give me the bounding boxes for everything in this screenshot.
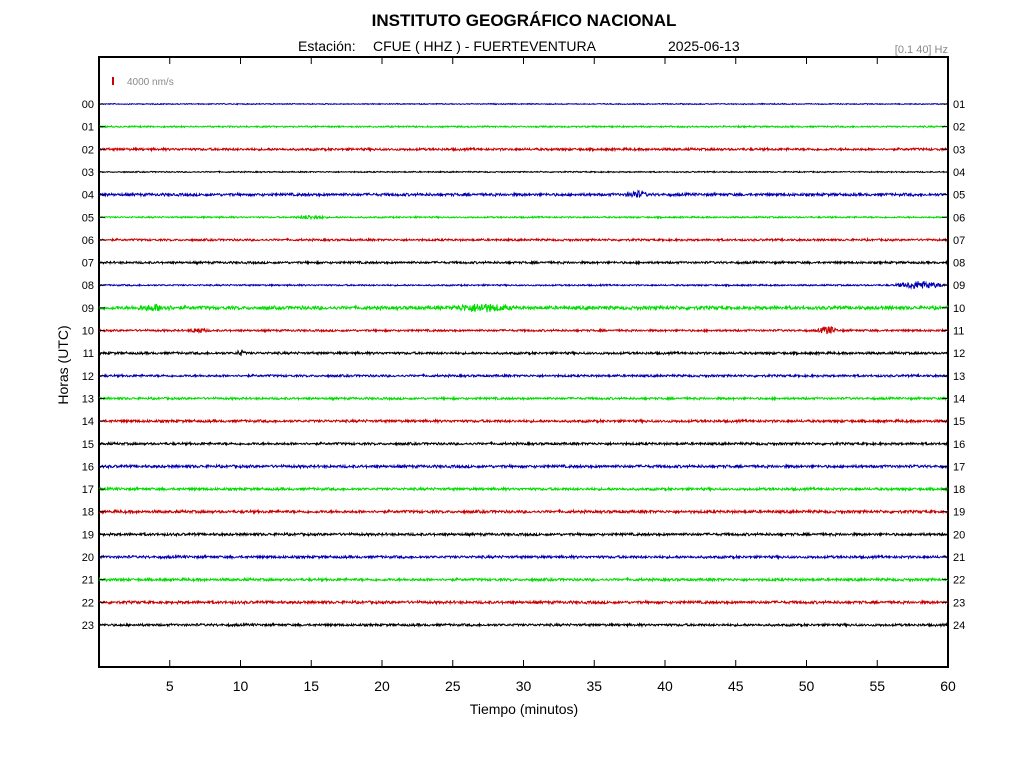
right-tick-label: 22 — [953, 575, 965, 587]
filter-band: [0.1 40] Hz — [895, 44, 948, 56]
left-tick-label: 22 — [82, 597, 94, 609]
x-tick-label: 20 — [374, 678, 390, 694]
trace-hour-07 — [98, 259, 949, 266]
left-tick-label: 12 — [82, 371, 94, 383]
right-tick-label: 03 — [953, 144, 965, 156]
left-tick-label: 02 — [82, 144, 94, 156]
trace-hour-08 — [98, 280, 949, 290]
left-tick-label: 05 — [82, 212, 94, 224]
left-tick-label: 14 — [82, 416, 94, 428]
trace-hour-21 — [98, 576, 949, 583]
trace-hour-20 — [98, 553, 949, 561]
left-tick-label: 16 — [82, 461, 94, 473]
trace-hour-02 — [98, 146, 949, 153]
left-tick-label: 01 — [82, 122, 94, 134]
x-tick-label: 5 — [166, 678, 174, 694]
amplitude-scale-bar — [112, 77, 114, 85]
right-tick-label: 05 — [953, 190, 965, 202]
left-tick-label: 10 — [82, 326, 94, 338]
right-tick-label: 24 — [953, 620, 965, 632]
trace-hour-12 — [98, 372, 949, 379]
left-tick-label: 09 — [82, 303, 94, 315]
left-tick-label: 00 — [82, 99, 94, 111]
right-tick-label: 17 — [953, 461, 965, 473]
x-tick-label: 55 — [869, 678, 885, 694]
trace-hour-09 — [98, 303, 949, 313]
right-tick-label: 11 — [953, 326, 964, 338]
right-tick-label: 16 — [953, 439, 965, 451]
left-tick-label: 20 — [82, 552, 94, 564]
trace-hour-10 — [98, 325, 949, 335]
seismic-traces — [98, 102, 949, 629]
left-tick-label: 08 — [82, 280, 94, 292]
right-tick-label: 01 — [953, 99, 965, 111]
right-tick-label: 07 — [953, 235, 965, 247]
chart-title: INSTITUTO GEOGRÁFICO NACIONAL — [372, 11, 677, 30]
x-axis-label: Tiempo (minutos) — [470, 701, 578, 717]
x-tick-label: 15 — [303, 678, 319, 694]
trace-hour-14 — [98, 417, 949, 425]
x-tick-label: 45 — [728, 678, 744, 694]
trace-hour-03 — [98, 170, 949, 174]
right-tick-label: 08 — [953, 258, 965, 270]
right-tick-label: 10 — [953, 303, 965, 315]
right-tick-label: 13 — [953, 371, 965, 383]
left-tick-label: 06 — [82, 235, 94, 247]
x-tick-label: 30 — [516, 678, 532, 694]
right-tick-label: 12 — [953, 348, 965, 360]
x-tick-label: 40 — [657, 678, 673, 694]
left-tick-label: 13 — [82, 393, 94, 405]
right-tick-label: 18 — [953, 484, 965, 496]
left-tick-label: 15 — [82, 439, 94, 451]
station-name: CFUE ( HHZ ) - FUERTEVENTURA — [373, 38, 597, 54]
trace-hour-19 — [98, 531, 949, 538]
left-tick-label: 19 — [82, 529, 94, 541]
right-tick-label: 04 — [953, 167, 965, 179]
right-tick-label: 09 — [953, 280, 965, 292]
left-tick-label: 04 — [82, 190, 94, 202]
left-tick-label: 21 — [82, 575, 94, 587]
right-tick-label: 21 — [953, 552, 965, 564]
trace-hour-01 — [98, 124, 949, 129]
plot-frame — [98, 56, 949, 668]
station-label: Estación: — [298, 38, 356, 54]
right-tick-label: 23 — [953, 597, 965, 609]
left-tick-label: 23 — [82, 620, 94, 632]
right-hour-ticks: 01 02 03 04 05 06 07 08 09 10 11 12 13 14 15 16 17 18 19 20… — [942, 99, 965, 632]
right-tick-label: 20 — [953, 529, 965, 541]
amplitude-scale-label: 4000 nm/s — [127, 77, 174, 88]
trace-hour-22 — [98, 598, 949, 606]
left-tick-label: 17 — [82, 484, 94, 496]
trace-hour-05 — [98, 214, 949, 220]
left-tick-label: 07 — [82, 258, 94, 270]
x-tick-label: 60 — [940, 678, 956, 694]
left-hour-ticks: 00 01 02 03 04 05 06 07 08 09 10 11 12 13 14 15 16 17 18 19… — [82, 99, 105, 632]
trace-hour-04 — [98, 189, 949, 199]
x-tick-label: 50 — [799, 678, 815, 694]
left-tick-label: 18 — [82, 507, 94, 519]
y-axis-label: Horas (UTC) — [55, 325, 71, 404]
trace-hour-23 — [98, 621, 949, 629]
trace-hour-17 — [98, 485, 949, 493]
x-tick-label: 35 — [586, 678, 602, 694]
x-axis-ticks: 5 10 15 20 25 30 35 40 45 50 55 60 — [166, 57, 956, 694]
right-tick-label: 15 — [953, 416, 965, 428]
trace-hour-15 — [98, 440, 949, 447]
trace-hour-06 — [98, 236, 949, 243]
right-tick-label: 06 — [953, 212, 965, 224]
x-tick-label: 10 — [233, 678, 249, 694]
left-tick-label: 11 — [83, 348, 94, 360]
trace-hour-11 — [98, 349, 949, 357]
right-tick-label: 14 — [953, 393, 965, 405]
left-tick-label: 03 — [82, 167, 94, 179]
x-tick-label: 25 — [445, 678, 461, 694]
trace-hour-00 — [98, 102, 949, 106]
trace-hour-13 — [98, 395, 949, 402]
date-label: 2025-06-13 — [668, 38, 740, 54]
right-tick-label: 19 — [953, 507, 965, 519]
right-tick-label: 02 — [953, 122, 965, 134]
trace-hour-16 — [98, 463, 949, 470]
trace-hour-18 — [98, 508, 949, 515]
